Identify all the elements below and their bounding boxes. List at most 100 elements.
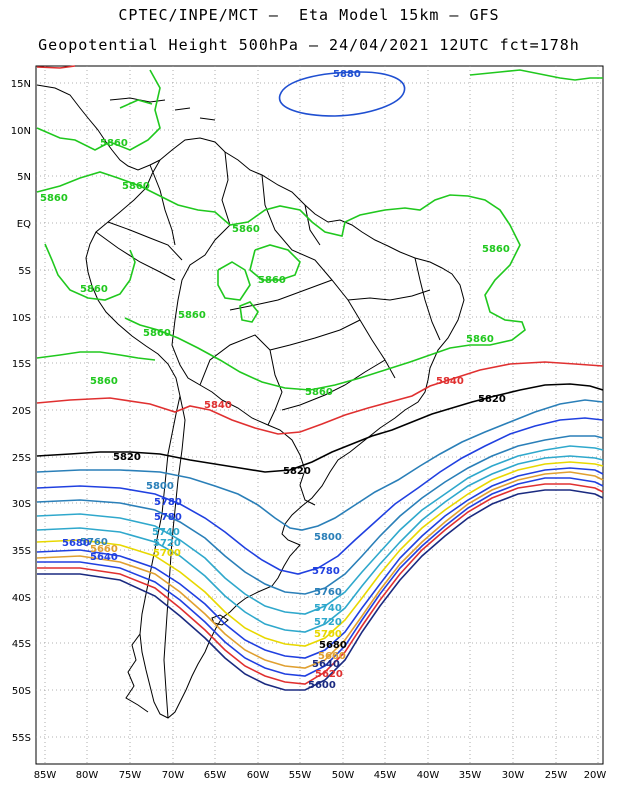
lon-tick-label: 25W xyxy=(545,770,568,781)
contour-label: 5860 xyxy=(305,387,333,398)
contour-label: 5720 xyxy=(153,538,181,549)
contour-label: 5780 xyxy=(312,566,340,577)
contour-label: 5660 xyxy=(318,651,346,662)
lon-tick-label: 35W xyxy=(459,770,482,781)
lon-tick-label: 55W xyxy=(289,770,312,781)
contour-5820 xyxy=(36,383,604,473)
contour-label: 5680 xyxy=(62,538,90,549)
contour-label: 5800 xyxy=(314,532,342,543)
contour-label: 5860 xyxy=(258,275,286,286)
contour-label: 5640 xyxy=(312,659,340,670)
border-brazil-west xyxy=(171,151,231,401)
lon-axis: 85W 80W 75W 70W 65W 60W 55W 50W 45W 40W … xyxy=(34,770,607,781)
lat-tick-label: 10N xyxy=(11,126,31,137)
contour-label: 5860 xyxy=(466,334,494,345)
contour-label: 5820 xyxy=(478,394,506,405)
border-argentina-chile xyxy=(163,395,186,719)
contour-label: 5780 xyxy=(154,497,182,508)
lat-axis: 15N 10N 5N EQ 5S 10S 15S 20S 25S 30S 35S… xyxy=(11,79,31,744)
contour-label: 5860 xyxy=(122,181,150,192)
chart-title-line-1: CPTEC/INPE/MCT – Eta Model 15km – GFS xyxy=(118,6,500,24)
contour-label: 5860 xyxy=(232,224,260,235)
contour-5860-north xyxy=(36,69,161,151)
contour-label: 5860 xyxy=(482,244,510,255)
contour-5800 xyxy=(36,399,604,531)
lat-tick-label: 30S xyxy=(12,499,31,510)
contour-label: 5820 xyxy=(113,452,141,463)
lon-tick-label: 75W xyxy=(119,770,142,781)
lon-tick-label: 20W xyxy=(584,770,607,781)
map-frame xyxy=(35,65,604,765)
contour-label: 5680 xyxy=(319,640,347,651)
contour-label: 5860 xyxy=(90,376,118,387)
contour-label: 5820 xyxy=(283,466,311,477)
chart-title-line-2: Geopotential Height 500hPa – 24/04/2021 … xyxy=(38,36,580,54)
contour-5700 xyxy=(36,461,604,647)
contour-label: 5760 xyxy=(314,587,342,598)
contour-label: 5640 xyxy=(90,552,118,563)
contour-5860-amazon-loops xyxy=(217,244,301,323)
contour-5600 xyxy=(37,489,604,691)
coastline-caribbean-islands xyxy=(109,97,216,121)
lon-tick-label: 60W xyxy=(247,770,270,781)
contour-label: 5840 xyxy=(436,376,464,387)
lat-tick-label: EQ xyxy=(17,219,31,230)
contour-5680 xyxy=(36,467,604,659)
contour-5620 xyxy=(37,483,604,685)
coastline-central-america xyxy=(36,84,161,171)
lat-tick-label: 15N xyxy=(11,79,31,90)
contour-5720 xyxy=(36,455,604,633)
lat-tick-label: 55S xyxy=(12,733,31,744)
contour-label: 5780 xyxy=(154,512,182,523)
contour-lines xyxy=(36,65,604,691)
lon-tick-label: 85W xyxy=(34,770,57,781)
contour-label: 5860 xyxy=(143,328,171,339)
contour-5740 xyxy=(36,445,604,615)
lon-tick-label: 50W xyxy=(332,770,355,781)
lat-tick-label: 50S xyxy=(12,686,31,697)
contour-label: 5600 xyxy=(308,680,336,691)
border-peru-ecuador-colombia xyxy=(95,164,183,281)
lon-tick-label: 45W xyxy=(374,770,397,781)
lat-tick-label: 5N xyxy=(17,172,31,183)
contour-label: 5800 xyxy=(146,481,174,492)
border-brazil-interior-states xyxy=(229,174,441,411)
contour-5660 xyxy=(36,471,604,669)
contour-label: 5840 xyxy=(204,400,232,411)
coastlines xyxy=(36,84,465,719)
contour-label: 5740 xyxy=(152,527,180,538)
contour-label: 5700 xyxy=(314,629,342,640)
lon-tick-label: 30W xyxy=(502,770,525,781)
contour-label: 5860 xyxy=(80,284,108,295)
contour-5840 xyxy=(36,65,604,435)
lon-tick-label: 40W xyxy=(417,770,440,781)
contour-5880-high xyxy=(278,71,406,117)
contour-5860-west xyxy=(36,243,156,361)
contour-5860-northeast xyxy=(469,69,603,81)
lat-tick-label: 45S xyxy=(12,639,31,650)
contour-label: 5620 xyxy=(315,669,343,680)
lat-tick-label: 15S xyxy=(12,359,31,370)
lat-tick-label: 35S xyxy=(12,546,31,557)
contour-label: 5860 xyxy=(40,193,68,204)
lon-tick-label: 80W xyxy=(76,770,99,781)
coastline-chile-archipelago xyxy=(125,633,149,713)
contour-label: 5740 xyxy=(314,603,342,614)
lat-tick-label: 40S xyxy=(12,593,31,604)
contour-5860-north-2 xyxy=(36,171,526,391)
contour-label: 5860 xyxy=(100,138,128,149)
lat-tick-label: 25S xyxy=(12,453,31,464)
contour-5640 xyxy=(37,477,604,677)
contour-label: 5720 xyxy=(314,617,342,628)
contour-label: 5660 xyxy=(90,544,118,555)
lat-tick-label: 5S xyxy=(18,266,31,277)
lat-tick-label: 20S xyxy=(12,406,31,417)
contour-label: 5860 xyxy=(178,310,206,321)
lon-tick-label: 70W xyxy=(162,770,185,781)
contour-label: 5760 xyxy=(80,537,108,548)
lon-tick-label: 65W xyxy=(204,770,227,781)
border-brazil-south xyxy=(221,399,316,506)
contour-label: 5700 xyxy=(153,548,181,559)
contour-5760 xyxy=(36,435,604,595)
